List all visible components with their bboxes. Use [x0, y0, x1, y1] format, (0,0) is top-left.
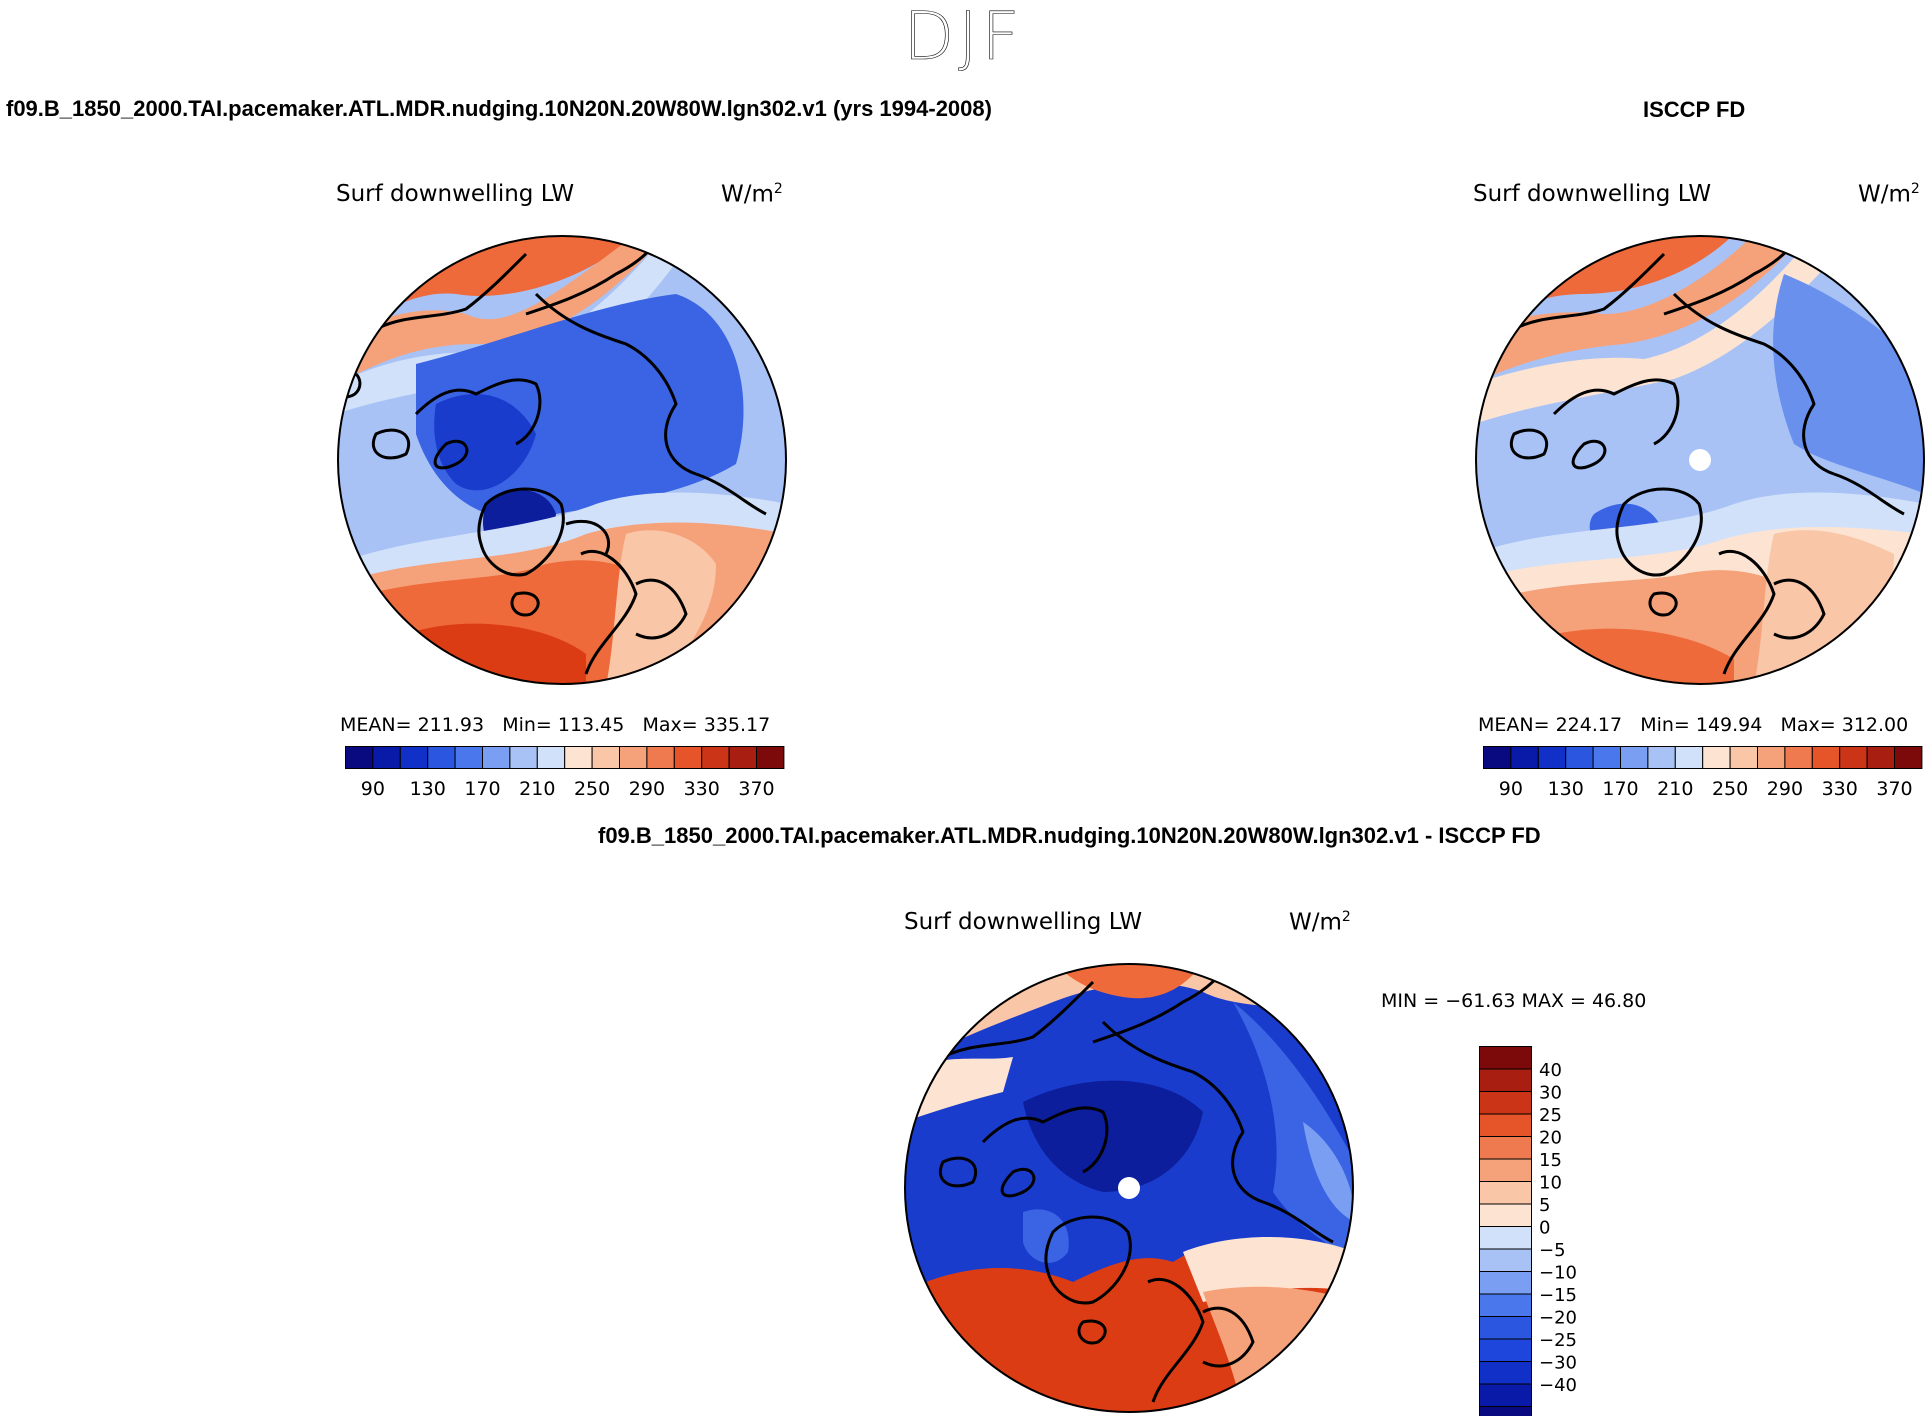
colorbar-tick-label: 210	[519, 778, 555, 800]
colorbar-swatch	[1479, 1068, 1532, 1092]
case-title-right: ISCCP FD	[1643, 97, 1746, 122]
colorbar-swatch	[1866, 746, 1896, 769]
colorbar-swatch	[509, 746, 538, 769]
colorbar-swatch	[1479, 1136, 1532, 1160]
colorbar-swatch	[1479, 1158, 1532, 1182]
colorbar-swatch	[1647, 746, 1676, 769]
colorbar-tick-label: 90	[361, 778, 385, 800]
colorbar-swatch	[1674, 746, 1704, 769]
colorbar-swatch	[1537, 746, 1567, 769]
colorbar-tick-label: 25	[1539, 1105, 1562, 1126]
colorbar-tick-label: 290	[629, 778, 665, 800]
units-label-left: W/m2	[721, 181, 783, 208]
colorbar-swatch	[1479, 1203, 1532, 1227]
colorbar-swatch	[1894, 746, 1923, 769]
colorbar-tick-label: 0	[1539, 1218, 1550, 1239]
colorbar-swatch	[1565, 746, 1594, 769]
colorbar-swatch	[1510, 746, 1539, 769]
colorbar-left: 90 130 170 210 250 290 330 370	[345, 746, 785, 800]
colorbar-tick-label: −30	[1539, 1353, 1577, 1374]
colorbar-swatch	[1479, 1248, 1532, 1272]
polar-map-diff	[904, 963, 1354, 1413]
colorbar-tick-label: 90	[1499, 778, 1523, 800]
colorbar-swatch	[1592, 746, 1621, 769]
colorbar-tick-label: 10	[1539, 1173, 1562, 1194]
polar-map-right	[1475, 235, 1925, 685]
colorbar-tick-label: 130	[1548, 778, 1584, 800]
stats-right: MEAN= 224.17 Min= 149.94 Max= 312.00	[1478, 714, 1909, 736]
colorbar-swatch	[1479, 1226, 1532, 1250]
colorbar-swatch	[1620, 746, 1649, 769]
colorbar-swatch	[1729, 746, 1759, 769]
variable-label-right: Surf downwelling LW	[1473, 181, 1712, 207]
colorbar-tick-label: −15	[1539, 1285, 1577, 1306]
colorbar-swatch	[1479, 1271, 1532, 1295]
colorbar-swatch	[1479, 1361, 1532, 1385]
case-title-left: f09.B_1850_2000.TAI.pacemaker.ATL.MDR.nu…	[6, 96, 992, 121]
colorbar-swatch	[399, 746, 429, 769]
colorbar-swatch	[1479, 1338, 1532, 1362]
colorbar-swatch	[427, 746, 456, 769]
colorbar-swatch	[564, 746, 593, 769]
colorbar-tick-label: −5	[1539, 1240, 1566, 1261]
colorbar-swatch	[728, 746, 758, 769]
stats-left: MEAN= 211.93 Min= 113.45 Max= 335.17	[340, 714, 771, 736]
colorbar-right: 90 130 170 210 250 290 330 370	[1483, 746, 1923, 800]
colorbar-swatch	[1479, 1383, 1532, 1407]
variable-label-diff: Surf downwelling LW	[904, 909, 1143, 935]
colorbar-tick-label: 40	[1539, 1060, 1562, 1081]
colorbar-tick-label: 250	[574, 778, 610, 800]
colorbar-swatch	[646, 746, 675, 769]
colorbar-swatch	[536, 746, 566, 769]
colorbar-swatch	[372, 746, 401, 769]
colorbar-swatch	[1784, 746, 1813, 769]
colorbar-swatch	[1479, 1181, 1532, 1205]
colorbar-swatch	[1811, 746, 1841, 769]
colorbar-swatch	[1757, 746, 1786, 769]
colorbar-swatch	[345, 746, 374, 769]
colorbar-tick-label: 15	[1539, 1150, 1562, 1171]
units-label-diff: W/m2	[1289, 909, 1351, 936]
colorbar-tick-label: 370	[738, 778, 774, 800]
colorbar-swatch	[1479, 1316, 1532, 1340]
colorbar-tick-label: 5	[1539, 1195, 1550, 1216]
colorbar-tick-label: 330	[1822, 778, 1858, 800]
colorbar-swatch	[1702, 746, 1731, 769]
colorbar-tick-label: 170	[1602, 778, 1638, 800]
colorbar-swatch	[1479, 1293, 1532, 1317]
colorbar-swatch	[673, 746, 703, 769]
colorbar-tick-label: 210	[1657, 778, 1693, 800]
colorbar-swatch	[619, 746, 648, 769]
colorbar-swatch	[482, 746, 511, 769]
colorbar-tick-label: 290	[1767, 778, 1803, 800]
case-title-diff: f09.B_1850_2000.TAI.pacemaker.ATL.MDR.nu…	[598, 823, 1541, 848]
colorbar-swatch	[756, 746, 785, 769]
colorbar-swatch	[1479, 1046, 1532, 1070]
colorbar-tick-label: 20	[1539, 1128, 1562, 1149]
minmax-diff: MIN = −61.63 MAX = 46.80	[1381, 990, 1647, 1012]
colorbar-tick-label: 130	[410, 778, 446, 800]
colorbar-swatch	[1479, 1113, 1532, 1137]
colorbar-swatch	[1483, 746, 1512, 769]
variable-label-left: Surf downwelling LW	[336, 181, 575, 207]
colorbar-tick-label: −40	[1539, 1375, 1577, 1396]
colorbar-swatch	[454, 746, 483, 769]
colorbar-tick-label: 370	[1876, 778, 1912, 800]
colorbar-tick-label: 250	[1712, 778, 1748, 800]
colorbar-tick-label: −10	[1539, 1263, 1577, 1284]
colorbar-swatch	[591, 746, 621, 769]
units-label-right: W/m2	[1858, 181, 1920, 208]
colorbar-swatch	[701, 746, 730, 769]
colorbar-swatch	[1479, 1091, 1532, 1115]
colorbar-tick-label: −25	[1539, 1330, 1577, 1351]
polar-map-left	[337, 235, 787, 685]
season-title: DJF	[903, 0, 1024, 75]
colorbar-swatch	[1479, 1406, 1532, 1416]
colorbar-tick-label: 170	[464, 778, 500, 800]
colorbar-tick-label: 30	[1539, 1083, 1562, 1104]
colorbar-swatch	[1839, 746, 1868, 769]
colorbar-tick-label: −20	[1539, 1308, 1577, 1329]
colorbar-tick-label: 330	[684, 778, 720, 800]
